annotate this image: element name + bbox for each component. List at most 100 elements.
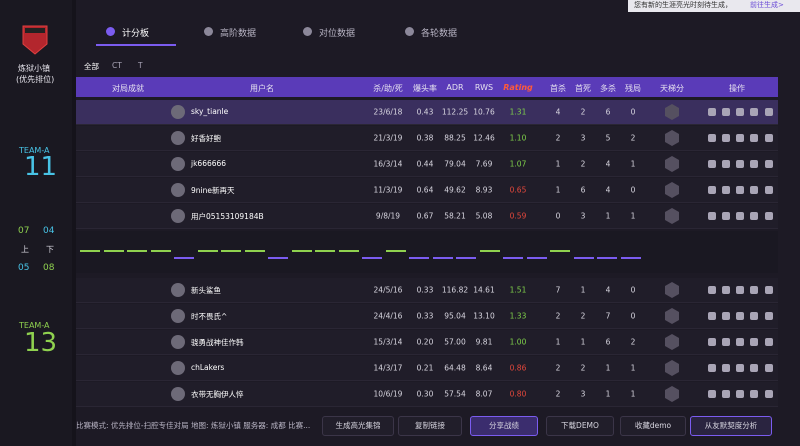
stat-cell: 8.64 — [475, 363, 493, 373]
header-cell: 首杀 — [550, 84, 566, 93]
action-icon[interactable] — [708, 312, 716, 320]
player-name[interactable]: 好香好鲍 — [191, 134, 221, 143]
player-name[interactable]: 9nine新再天 — [191, 186, 235, 195]
action-icon[interactable] — [736, 186, 744, 194]
action-icon[interactable] — [750, 108, 758, 116]
stat-cell: 6 — [605, 337, 611, 347]
stat-cell: 4 — [605, 185, 611, 195]
action-icon[interactable] — [708, 338, 716, 346]
round-line — [456, 257, 476, 259]
stat-cell: 0.20 — [416, 337, 434, 347]
action-icon[interactable] — [722, 286, 730, 294]
notice-link[interactable]: 前往生成> — [750, 1, 784, 9]
action-icon[interactable] — [722, 338, 730, 346]
action-icon[interactable] — [722, 390, 730, 398]
action-icon[interactable] — [736, 108, 744, 116]
player-name[interactable]: 衣带无胸伊人悴 — [191, 390, 244, 399]
player-name[interactable]: 用户05153109184B — [191, 212, 264, 221]
player-name[interactable]: chLakers — [191, 363, 225, 372]
action-icon[interactable] — [708, 212, 716, 220]
action-icon[interactable] — [722, 160, 730, 168]
stat-cell: 57.00 — [444, 337, 466, 347]
stat-cell: 0.30 — [416, 389, 434, 399]
action-icon[interactable] — [708, 160, 716, 168]
filter[interactable]: 全部 — [84, 62, 99, 71]
footer-button[interactable]: 生成高光集锦 — [322, 416, 394, 436]
rank-badge — [665, 360, 679, 376]
action-icon[interactable] — [722, 212, 730, 220]
action-icon[interactable] — [736, 390, 744, 398]
action-icon[interactable] — [750, 160, 758, 168]
action-icon[interactable] — [722, 134, 730, 142]
footer-button[interactable]: 从友默契度分析 — [690, 416, 772, 436]
action-icon[interactable] — [765, 338, 773, 346]
action-icon[interactable] — [765, 312, 773, 320]
tab[interactable]: 各轮数据 — [421, 29, 458, 39]
stat-cell: 5.08 — [475, 211, 493, 221]
action-icon[interactable] — [722, 312, 730, 320]
player-name[interactable]: 骁勇战神佳作韩 — [191, 338, 244, 347]
action-icon[interactable] — [750, 186, 758, 194]
match-mode: (优先排位) — [16, 75, 55, 84]
player-name[interactable]: jk666666 — [191, 159, 227, 168]
action-icon[interactable] — [750, 134, 758, 142]
action-icon[interactable] — [750, 364, 758, 372]
footer-button[interactable]: 复制链接 — [398, 416, 462, 436]
action-icon[interactable] — [750, 286, 758, 294]
filter[interactable]: CT — [112, 61, 122, 70]
action-icon[interactable] — [708, 390, 716, 398]
action-icon[interactable] — [750, 312, 758, 320]
player-name[interactable]: 时不畏氏^ — [191, 312, 228, 321]
footer-button[interactable]: 分享战绩 — [470, 416, 538, 436]
filter[interactable]: T — [138, 61, 143, 70]
action-icon[interactable] — [736, 364, 744, 372]
action-icon[interactable] — [722, 108, 730, 116]
avatar — [171, 131, 185, 145]
action-icon[interactable] — [765, 160, 773, 168]
tab-icon — [303, 27, 312, 36]
round-line — [503, 257, 523, 259]
action-icon[interactable] — [722, 186, 730, 194]
round-line — [197, 250, 218, 252]
action-icon[interactable] — [722, 364, 730, 372]
action-icon[interactable] — [750, 212, 758, 220]
stat-cell: 64.48 — [444, 363, 466, 373]
round-line — [80, 250, 100, 252]
action-icon[interactable] — [750, 338, 758, 346]
action-icon[interactable] — [708, 364, 716, 372]
action-icon[interactable] — [736, 212, 744, 220]
player-name[interactable]: 新头鲨鱼 — [191, 286, 221, 295]
action-icon[interactable] — [765, 212, 773, 220]
avatar — [171, 209, 185, 223]
player-name[interactable]: sky_tianle — [191, 107, 229, 116]
action-icon[interactable] — [736, 338, 744, 346]
action-icon[interactable] — [708, 134, 716, 142]
stat-cell: 57.54 — [444, 389, 466, 399]
action-icon[interactable] — [736, 286, 744, 294]
action-icon[interactable] — [750, 390, 758, 398]
action-icon[interactable] — [708, 186, 716, 194]
stat-cell: 1 — [580, 337, 586, 347]
action-icon[interactable] — [765, 390, 773, 398]
action-icon[interactable] — [708, 286, 716, 294]
action-icon[interactable] — [765, 134, 773, 142]
action-icon[interactable] — [736, 312, 744, 320]
action-icon[interactable] — [765, 286, 773, 294]
stat-cell: 0 — [630, 185, 636, 195]
round-line — [432, 257, 453, 259]
action-icon[interactable] — [765, 186, 773, 194]
round-line — [244, 250, 265, 252]
action-icon[interactable] — [765, 108, 773, 116]
footer-button[interactable]: 收藏demo — [620, 416, 686, 436]
footer-button[interactable]: 下载DEMO — [546, 416, 614, 436]
action-icon[interactable] — [736, 134, 744, 142]
action-icon[interactable] — [765, 364, 773, 372]
tab[interactable]: 计分板 — [122, 29, 150, 39]
tab[interactable]: 高阶数据 — [220, 29, 257, 39]
action-icon[interactable] — [736, 160, 744, 168]
header-cell: 杀/助/死 — [373, 84, 403, 93]
tab[interactable]: 对位数据 — [319, 29, 356, 39]
action-icon[interactable] — [708, 108, 716, 116]
notice-text: 您有新的生涯亮光时刻待生成， — [634, 1, 732, 9]
header-cell: RWS — [474, 83, 494, 92]
